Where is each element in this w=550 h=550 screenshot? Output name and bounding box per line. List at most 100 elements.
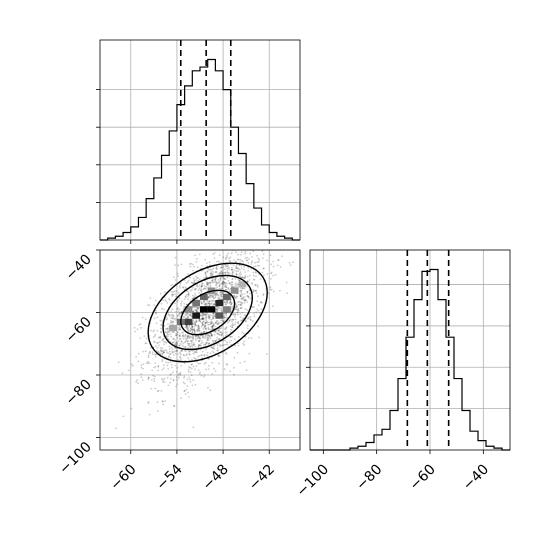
scatter-point xyxy=(206,354,209,357)
scatter-point xyxy=(198,329,201,332)
scatter-point xyxy=(142,350,145,353)
scatter-point xyxy=(217,281,220,284)
scatter-point xyxy=(210,325,213,328)
scatter-point xyxy=(179,374,182,376)
scatter-point xyxy=(207,316,210,318)
scatter-point xyxy=(221,311,224,313)
scatter-point xyxy=(229,288,232,290)
scatter-point xyxy=(237,270,239,273)
scatter-point xyxy=(193,279,196,282)
scatter-point xyxy=(175,334,178,337)
scatter-point xyxy=(201,318,203,321)
scatter-point xyxy=(223,277,226,280)
scatter-point xyxy=(217,332,220,335)
scatter-point xyxy=(209,284,212,287)
scatter-point xyxy=(139,337,142,339)
scatter-point xyxy=(230,339,233,342)
scatter-point xyxy=(249,318,252,320)
scatter-point xyxy=(202,313,205,316)
scatter-point xyxy=(164,299,167,301)
scatter-point xyxy=(235,274,238,276)
scatter-point xyxy=(177,376,180,379)
scatter-point xyxy=(176,333,179,336)
scatter-point xyxy=(169,333,172,336)
scatter-point xyxy=(256,264,259,267)
scatter-point xyxy=(169,340,172,343)
scatter-point xyxy=(177,326,180,329)
scatter-point xyxy=(173,351,175,353)
scatter-point xyxy=(202,323,204,326)
scatter-point xyxy=(219,344,222,346)
scatter-point xyxy=(130,363,133,366)
scatter-point xyxy=(272,274,274,277)
scatter-point xyxy=(215,266,218,269)
scatter-point xyxy=(190,281,193,284)
scatter-point xyxy=(235,266,238,269)
scatter-point xyxy=(189,347,192,350)
scatter-point xyxy=(181,335,184,338)
scatter-point xyxy=(250,263,253,265)
scatter-point xyxy=(235,305,238,308)
scatter-point xyxy=(234,283,237,286)
scatter-point xyxy=(177,328,180,331)
scatter-point xyxy=(211,325,214,328)
scatter-point xyxy=(201,284,203,286)
scatter-point xyxy=(197,324,200,327)
scatter-point xyxy=(203,374,206,376)
scatter-point xyxy=(184,337,187,339)
scatter-point xyxy=(147,378,150,381)
scatter-point xyxy=(211,325,214,328)
scatter-point xyxy=(160,324,163,327)
scatter-point xyxy=(213,293,216,296)
scatter-point xyxy=(233,295,235,297)
scatter-point xyxy=(194,357,197,360)
scatter-point xyxy=(262,253,265,255)
scatter-point xyxy=(226,267,229,270)
scatter-point xyxy=(199,371,201,374)
scatter-point xyxy=(184,346,187,348)
scatter-point xyxy=(219,291,221,294)
scatter-point xyxy=(257,260,260,263)
scatter-point xyxy=(209,328,212,331)
scatter-point xyxy=(255,311,258,314)
scatter-point xyxy=(152,336,155,339)
scatter-point xyxy=(207,368,210,370)
scatter-point xyxy=(233,366,235,369)
scatter-point xyxy=(197,280,200,282)
scatter-point xyxy=(203,343,205,346)
scatter-point xyxy=(168,314,171,317)
scatter-point xyxy=(204,313,206,316)
scatter-point xyxy=(199,344,202,346)
scatter-point xyxy=(160,331,162,334)
scatter-point xyxy=(248,258,250,260)
scatter-point xyxy=(178,335,181,337)
scatter-point xyxy=(217,308,220,311)
scatter-point xyxy=(264,247,266,249)
scatter-point xyxy=(226,254,228,257)
scatter-point xyxy=(232,313,235,316)
density-cell-11 xyxy=(169,325,177,332)
scatter-point xyxy=(207,317,210,320)
scatter-point xyxy=(210,314,212,316)
scatter-point xyxy=(205,276,208,278)
scatter-point xyxy=(225,282,228,285)
scatter-point xyxy=(191,363,193,366)
scatter-point xyxy=(163,377,166,380)
scatter-point xyxy=(256,245,258,247)
scatter-point xyxy=(200,331,203,334)
scatter-point xyxy=(186,281,189,283)
scatter-point xyxy=(289,228,291,230)
scatter-point xyxy=(207,335,210,337)
scatter-point xyxy=(180,397,182,400)
scatter-point xyxy=(244,250,247,253)
scatter-point xyxy=(186,312,189,315)
scatter-point xyxy=(194,309,196,311)
scatter-point xyxy=(168,298,170,300)
scatter-point xyxy=(140,373,143,376)
scatter-point xyxy=(233,228,235,230)
scatter-point xyxy=(212,303,215,306)
scatter-point xyxy=(207,315,210,318)
scatter-point xyxy=(183,298,186,300)
scatter-point xyxy=(243,360,246,363)
scatter-point xyxy=(160,350,163,353)
